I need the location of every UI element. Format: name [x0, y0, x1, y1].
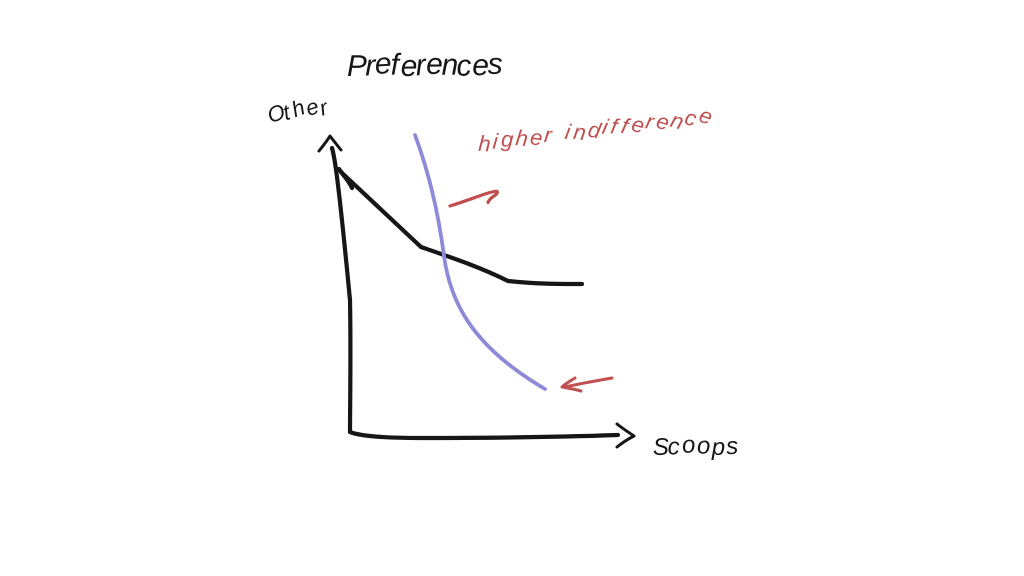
svg-text:c: c: [455, 49, 472, 83]
svg-text:e: e: [472, 49, 489, 82]
svg-text:P: P: [347, 50, 367, 83]
svg-text:c: c: [682, 104, 699, 131]
svg-text:o: o: [681, 431, 696, 459]
svg-text:i: i: [492, 129, 500, 154]
svg-text:p: p: [711, 434, 726, 461]
svg-text:n: n: [572, 119, 588, 145]
svg-text:c: c: [667, 433, 679, 460]
svg-text:e: e: [426, 48, 443, 81]
svg-text:s: s: [725, 433, 739, 461]
svg-text:o: o: [697, 432, 711, 459]
svg-text:r: r: [543, 122, 555, 148]
svg-text:h: h: [515, 125, 530, 151]
svg-text:d: d: [586, 117, 604, 144]
svg-text:g: g: [501, 126, 515, 152]
svg-text:s: s: [488, 48, 503, 81]
svg-text:e: e: [529, 124, 544, 150]
svg-text:h: h: [478, 131, 492, 157]
